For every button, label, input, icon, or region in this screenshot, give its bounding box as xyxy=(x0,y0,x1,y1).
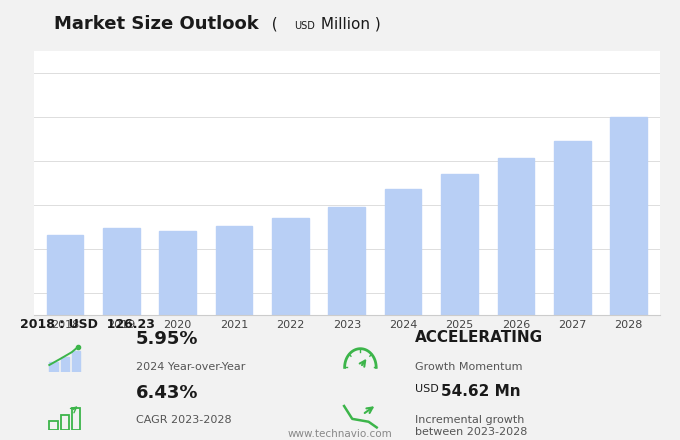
Bar xyxy=(441,174,478,440)
Bar xyxy=(272,218,309,440)
Bar xyxy=(328,207,365,440)
Bar xyxy=(72,351,80,372)
Bar xyxy=(216,225,252,440)
Text: Million ): Million ) xyxy=(316,17,380,32)
Bar xyxy=(61,357,69,372)
Bar xyxy=(103,228,139,440)
Text: 54.62 Mn: 54.62 Mn xyxy=(441,384,520,399)
Bar xyxy=(610,117,647,440)
Bar xyxy=(498,158,534,440)
Text: 5.95%: 5.95% xyxy=(136,330,199,348)
Text: Market Size Outlook: Market Size Outlook xyxy=(54,15,258,33)
Text: CAGR 2023-2028: CAGR 2023-2028 xyxy=(136,415,232,425)
Text: Growth Momentum: Growth Momentum xyxy=(415,362,522,372)
Bar xyxy=(47,235,84,440)
Bar xyxy=(554,141,590,440)
Bar xyxy=(50,362,58,372)
Text: 6.43%: 6.43% xyxy=(136,384,199,402)
Text: USD: USD xyxy=(294,21,315,30)
Text: 2018 : USD  126.23: 2018 : USD 126.23 xyxy=(20,319,155,331)
Bar xyxy=(72,408,80,430)
Bar xyxy=(50,421,58,430)
Text: 2024 Year-over-Year: 2024 Year-over-Year xyxy=(136,362,245,372)
Bar xyxy=(385,189,422,440)
Text: www.technavio.com: www.technavio.com xyxy=(288,429,392,439)
Bar xyxy=(61,414,69,430)
Text: USD: USD xyxy=(415,384,442,393)
Text: ACCELERATING: ACCELERATING xyxy=(415,330,543,345)
Text: Incremental growth
between 2023-2028: Incremental growth between 2023-2028 xyxy=(415,415,527,436)
Bar xyxy=(159,231,196,440)
Text: (: ( xyxy=(262,17,282,32)
